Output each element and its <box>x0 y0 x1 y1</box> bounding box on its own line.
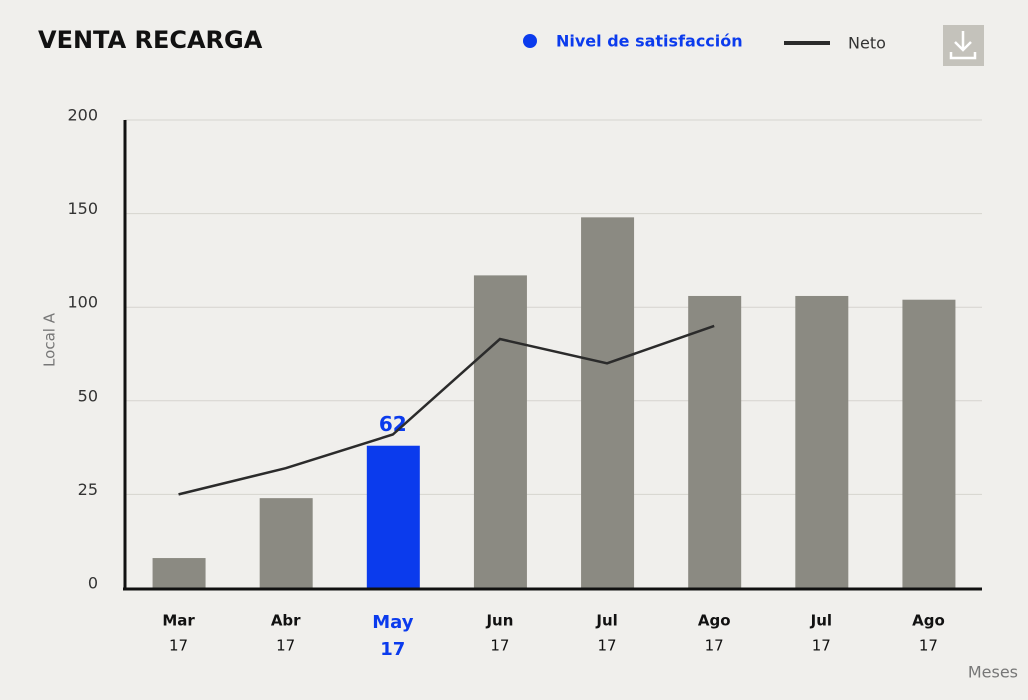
x-tick-label: May <box>372 612 414 633</box>
x-tick-sublabel: 17 <box>919 637 938 655</box>
x-tick-label: Mar <box>162 612 195 630</box>
y-axis-label: Local A <box>41 312 59 367</box>
bar <box>259 498 313 588</box>
x-tick-label: Ago <box>698 612 731 630</box>
bar <box>795 295 849 588</box>
x-tick-sublabel: 17 <box>276 637 295 655</box>
bar <box>366 445 420 588</box>
annotation: 62 <box>379 412 407 436</box>
x-tick-sublabel: 17 <box>812 637 831 655</box>
x-axis-label: Meses <box>968 663 1018 682</box>
x-tick-label: Jun <box>485 612 513 630</box>
y-tick-label: 0 <box>88 574 98 593</box>
chart-title: VENTA RECARGA <box>38 26 263 54</box>
x-tick-sublabel: 17 <box>380 639 405 660</box>
bar <box>581 217 635 588</box>
bar <box>152 558 206 588</box>
line <box>178 324 715 496</box>
download-icon[interactable] <box>949 31 977 60</box>
y-tick-label: 100 <box>67 293 98 312</box>
x-tick-label: Jul <box>595 612 617 630</box>
y-tick-label: 50 <box>78 386 98 405</box>
x-tick-label: Jul <box>810 612 832 630</box>
x-tick-sublabel: 17 <box>705 637 724 655</box>
x-tick-sublabel: 17 <box>169 637 188 655</box>
bar <box>902 299 956 588</box>
legend-label: Neto <box>848 34 886 53</box>
x-tick-label: Abr <box>271 612 301 630</box>
y-tick-label: 25 <box>78 480 98 499</box>
y-tick-label: 200 <box>67 106 98 125</box>
download-button[interactable] <box>943 25 984 66</box>
bar <box>688 295 742 588</box>
legend-marker <box>523 34 537 48</box>
bar <box>473 275 527 588</box>
x-tick-sublabel: 17 <box>598 637 617 655</box>
legend-label: Nivel de satisfacción <box>556 32 743 51</box>
x-tick-sublabel: 17 <box>490 637 509 655</box>
x-tick-label: Ago <box>912 612 945 630</box>
y-tick-label: 150 <box>67 199 98 218</box>
